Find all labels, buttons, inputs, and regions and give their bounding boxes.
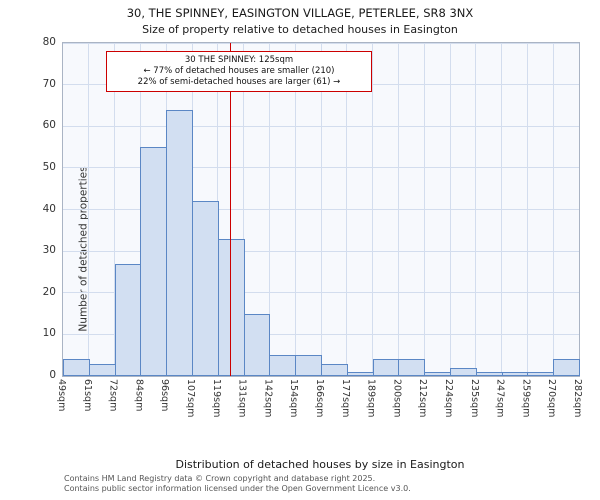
bar <box>553 359 580 376</box>
bar <box>346 371 374 376</box>
y-tick-label: 10 <box>42 327 56 340</box>
x-tick-label: 166sqm <box>314 379 325 418</box>
annotation-line-1: 30 THE SPINNEY: 125sqm <box>184 55 294 65</box>
x-tick-label: 119sqm <box>210 379 222 418</box>
bar <box>192 201 219 376</box>
bar <box>63 359 90 376</box>
x-tick-label: 49sqm <box>56 379 67 412</box>
footer-line-2: Contains public sector information licen… <box>64 484 411 493</box>
bar <box>295 355 322 376</box>
y-tick-label: 20 <box>42 285 56 298</box>
gridline-vertical <box>397 43 399 376</box>
x-tick-label: 84sqm <box>133 379 145 412</box>
page-title: 30, THE SPINNEY, EASINGTON VILLAGE, PETE… <box>126 6 474 20</box>
bar <box>114 263 142 376</box>
bar <box>88 363 116 376</box>
annotation-line-2: ← 77% of detached houses are smaller (21… <box>143 66 335 76</box>
footer-line-1: Contains HM Land Registry data © Crown c… <box>64 474 376 483</box>
y-tick-label: 0 <box>49 369 56 381</box>
x-tick-label: 107sqm <box>185 379 196 418</box>
bar <box>398 359 426 376</box>
bar <box>243 313 271 376</box>
bar <box>140 147 168 376</box>
bar <box>424 371 451 376</box>
bar <box>372 359 400 376</box>
x-tick-label: 142sqm <box>262 379 274 418</box>
bar <box>166 109 193 376</box>
gridline-vertical <box>423 43 425 376</box>
x-tick-label: 247sqm <box>494 379 506 418</box>
x-tick-label: 72sqm <box>107 379 119 412</box>
plot-area: 30 THE SPINNEY: 125sqm ← 77% of detached… <box>62 42 580 377</box>
x-tick-label: 259sqm <box>520 379 532 418</box>
gridline-vertical <box>320 43 322 376</box>
gridline-vertical <box>475 43 477 376</box>
x-tick-label: 235sqm <box>468 379 480 418</box>
x-tick-label: 224sqm <box>443 379 454 418</box>
y-tick-label: 70 <box>42 77 56 90</box>
y-tick-label: 80 <box>42 36 56 48</box>
x-axis-label: Distribution of detached houses by size … <box>175 458 465 471</box>
gridline-vertical <box>501 43 503 376</box>
x-tick-label: 212sqm <box>417 379 429 418</box>
annotation-box: 30 THE SPINNEY: 125sqm ← 77% of detached… <box>106 51 372 92</box>
gridline-vertical <box>268 43 270 376</box>
annotation-line-3: 22% of semi-detached houses are larger (… <box>137 77 341 87</box>
x-tick-label: 61sqm <box>81 379 93 412</box>
x-tick-label: 177sqm <box>339 379 351 418</box>
x-tick-label: 189sqm <box>365 379 377 418</box>
gridline-vertical <box>346 43 348 376</box>
gridline-vertical <box>449 43 451 376</box>
bar <box>450 367 477 376</box>
marker-line-subject-property <box>229 43 232 376</box>
bar <box>269 355 297 376</box>
gridline-vertical <box>552 43 554 376</box>
x-tick-label: 131sqm <box>236 379 248 418</box>
bar <box>475 371 503 376</box>
gridline-vertical <box>88 43 90 376</box>
gridline-vertical <box>294 43 296 376</box>
x-tick-label: 154sqm <box>288 379 300 418</box>
bar <box>527 371 555 376</box>
bar <box>501 371 529 376</box>
y-tick-label: 50 <box>42 160 56 173</box>
bar <box>321 363 348 376</box>
x-tick-label: 270sqm <box>546 379 558 418</box>
x-tick-label: 282sqm <box>572 379 583 418</box>
y-tick-label: 40 <box>42 202 56 215</box>
x-tick-label: 96sqm <box>159 379 171 412</box>
gridline-vertical <box>526 43 528 376</box>
gridline-vertical <box>243 43 245 376</box>
gridline-vertical <box>114 43 116 376</box>
x-tick-label: 200sqm <box>391 379 403 418</box>
y-tick-label: 30 <box>42 244 56 257</box>
gridline-vertical <box>372 43 374 376</box>
page-subtitle: Size of property relative to detached ho… <box>142 23 458 36</box>
y-tick-label: 60 <box>42 119 56 132</box>
